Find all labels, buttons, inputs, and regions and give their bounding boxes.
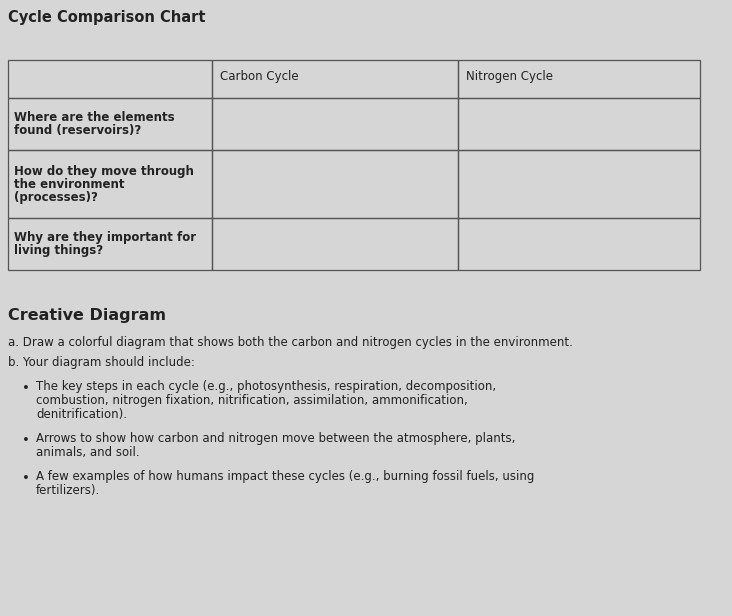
Bar: [8, 98, 212, 150]
Text: How do they move through: How do they move through: [14, 164, 194, 177]
Text: fertilizers).: fertilizers).: [36, 484, 100, 497]
Text: living things?: living things?: [14, 244, 103, 257]
Bar: [458, 218, 700, 270]
Text: (processes)?: (processes)?: [14, 190, 98, 203]
Bar: [458, 150, 700, 218]
Text: combustion, nitrogen fixation, nitrification, assimilation, ammonification,: combustion, nitrogen fixation, nitrifica…: [36, 394, 468, 407]
Bar: [212, 60, 458, 98]
Text: Carbon Cycle: Carbon Cycle: [220, 70, 299, 83]
Text: b. Your diagram should include:: b. Your diagram should include:: [8, 356, 195, 369]
Text: Nitrogen Cycle: Nitrogen Cycle: [466, 70, 553, 83]
Text: Cycle Comparison Chart: Cycle Comparison Chart: [8, 10, 206, 25]
Text: found (reservoirs)?: found (reservoirs)?: [14, 124, 141, 137]
Text: Where are the elements: Where are the elements: [14, 111, 175, 124]
Text: denitrification).: denitrification).: [36, 408, 127, 421]
Bar: [212, 98, 458, 150]
Bar: [8, 218, 212, 270]
Bar: [8, 150, 212, 218]
Text: Arrows to show how carbon and nitrogen move between the atmosphere, plants,: Arrows to show how carbon and nitrogen m…: [36, 432, 515, 445]
Text: a. Draw a colorful diagram that shows both the carbon and nitrogen cycles in the: a. Draw a colorful diagram that shows bo…: [8, 336, 573, 349]
Bar: [8, 60, 212, 98]
Text: •: •: [22, 434, 30, 447]
Text: Creative Diagram: Creative Diagram: [8, 308, 166, 323]
Text: The key steps in each cycle (e.g., photosynthesis, respiration, decomposition,: The key steps in each cycle (e.g., photo…: [36, 380, 496, 393]
Bar: [458, 98, 700, 150]
Text: •: •: [22, 472, 30, 485]
Text: Why are they important for: Why are they important for: [14, 231, 196, 244]
Text: •: •: [22, 382, 30, 395]
Text: A few examples of how humans impact these cycles (e.g., burning fossil fuels, us: A few examples of how humans impact thes…: [36, 470, 534, 483]
Text: animals, and soil.: animals, and soil.: [36, 446, 140, 459]
Bar: [212, 150, 458, 218]
Bar: [458, 60, 700, 98]
Text: the environment: the environment: [14, 177, 124, 190]
Bar: [212, 218, 458, 270]
